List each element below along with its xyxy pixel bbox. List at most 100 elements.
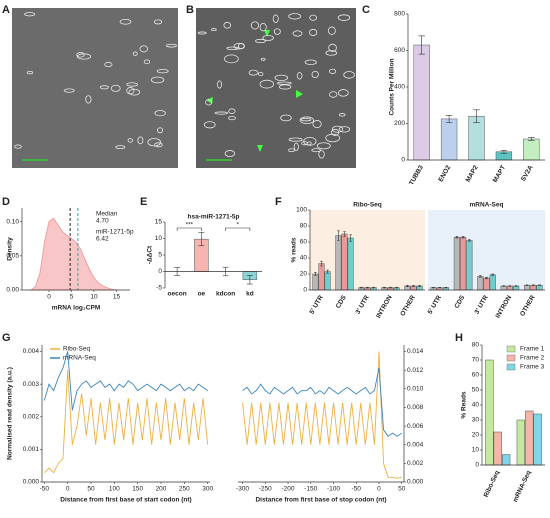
x-tick-label: 3' UTR: [473, 294, 489, 315]
x-tick-label: OTHER: [399, 294, 417, 317]
panel-label: A: [2, 4, 10, 16]
y-tick-label: 40: [300, 255, 308, 262]
x-tick-label: INTRON: [375, 294, 394, 319]
micrograph-cell: [328, 68, 337, 74]
panel-label: E: [140, 196, 147, 208]
x-tick-label: 200: [156, 486, 167, 493]
micrograph-cell: [250, 21, 260, 30]
micrograph-cell: [137, 136, 144, 145]
panel-label: D: [2, 196, 10, 208]
series-line: [44, 370, 209, 474]
arrowhead: [296, 90, 303, 98]
micrograph-cell: [288, 148, 295, 152]
micrograph-cell: [211, 28, 217, 32]
x-tick-label: 0: [66, 486, 70, 493]
micrograph-cell: [328, 43, 337, 52]
x-tick-label: oecon: [168, 291, 187, 298]
legend-swatch: [506, 345, 516, 353]
micrograph-cell: [325, 133, 341, 143]
y-axis-label: -ΔΔCt: [147, 245, 154, 264]
micrograph-cell: [325, 50, 338, 56]
micrograph-cell: [258, 71, 264, 77]
bar: [312, 273, 319, 291]
micrograph-cell: [26, 70, 34, 75]
micrograph-cell: [312, 120, 322, 128]
arrowhead: [206, 97, 213, 104]
x-tick-label: TUBB3: [408, 164, 425, 187]
bar: [453, 236, 460, 291]
micrograph-cell: [309, 28, 318, 36]
micrograph-cell: [224, 54, 239, 64]
annotation-value: 4.70: [96, 218, 109, 225]
arrowheads: [206, 30, 303, 152]
bar: [523, 284, 531, 291]
micrograph-cell: [338, 113, 346, 117]
micrograph-cell: [276, 81, 292, 85]
bar: [502, 454, 511, 466]
x-axis-label: mRNA log₂CPM: [52, 305, 101, 312]
chart-title: Ribo-Seq: [353, 202, 382, 209]
y-tick-label: 10: [155, 235, 163, 242]
annotation-value: 6.42: [96, 236, 109, 243]
micrograph-cell: [255, 38, 266, 44]
y-tick-label: 80: [472, 342, 480, 349]
x-axis-label: Distance from first base of stop codon (…: [255, 497, 386, 504]
chart-title: hsa-miR-1271-5p: [187, 214, 239, 221]
y-tick-label: 30: [472, 417, 480, 424]
micrograph-cell: [300, 117, 312, 122]
y-tick-label: 0.000: [23, 479, 40, 486]
x-tick-label: 250: [179, 486, 190, 493]
micrograph-cell: [24, 12, 36, 17]
bar: [483, 277, 490, 291]
y-tick-label: 600: [394, 47, 405, 54]
x-tick-label: Ribo-Seq: [483, 470, 501, 499]
bar: [460, 236, 467, 291]
micrograph-cell: [318, 150, 325, 159]
y-tick-label: 0.004: [23, 348, 40, 355]
micrograph-cell: [205, 99, 213, 106]
micrograph-a: [12, 8, 178, 168]
significance-label: *: [236, 222, 239, 229]
y-axis-label: Normalised read density (a.u.): [7, 367, 14, 460]
x-tick-label: CDS: [453, 294, 466, 310]
series-line: [242, 351, 402, 479]
bar: [525, 410, 534, 466]
micrograph-cell: [223, 21, 232, 29]
micrograph-cell: [14, 144, 22, 149]
bar: [516, 419, 526, 466]
micrograph-cell: [306, 141, 312, 146]
x-tick-label: mRNA-Seq: [512, 470, 533, 504]
micrograph-cell: [153, 19, 163, 25]
micrograph-cell: [119, 18, 132, 25]
legend-label: Frame 1: [520, 346, 545, 353]
x-tick-label: 5: [70, 294, 74, 301]
x-tick-label: 5' UTR: [308, 294, 324, 315]
bar: [485, 359, 494, 466]
x-tick-label: 300: [202, 486, 213, 493]
micrograph-cell: [262, 34, 274, 41]
y-axis-label: % reads: [291, 237, 298, 262]
annotation-label: Median: [96, 211, 118, 218]
annotation-label: miR-1271-5p: [96, 229, 134, 236]
y-tick-label: 60: [472, 372, 480, 379]
y-tick-label: 70: [472, 357, 480, 364]
micrograph-cell: [224, 150, 236, 157]
y-tick-label: 0.002: [23, 413, 40, 420]
micrograph-cell: [304, 59, 317, 65]
x-tick-label: kd: [246, 291, 254, 298]
micrograph-cell: [301, 141, 308, 146]
bar: [324, 271, 331, 291]
y-tick-label: -5: [156, 285, 162, 292]
micrograph-cell: [63, 88, 75, 93]
micrograph-cell: [228, 115, 236, 121]
bar: [530, 284, 537, 291]
micrograph-cell: [154, 110, 166, 117]
micrograph-cell: [288, 137, 303, 142]
bar: [536, 284, 543, 291]
y-tick-label: 10: [472, 447, 480, 454]
micrograph-cell: [115, 145, 126, 150]
y-tick-label: 50: [472, 387, 480, 394]
micrograph-cell: [165, 43, 177, 48]
micrograph-cell: [203, 121, 216, 129]
x-tick-label: 50: [398, 486, 406, 493]
